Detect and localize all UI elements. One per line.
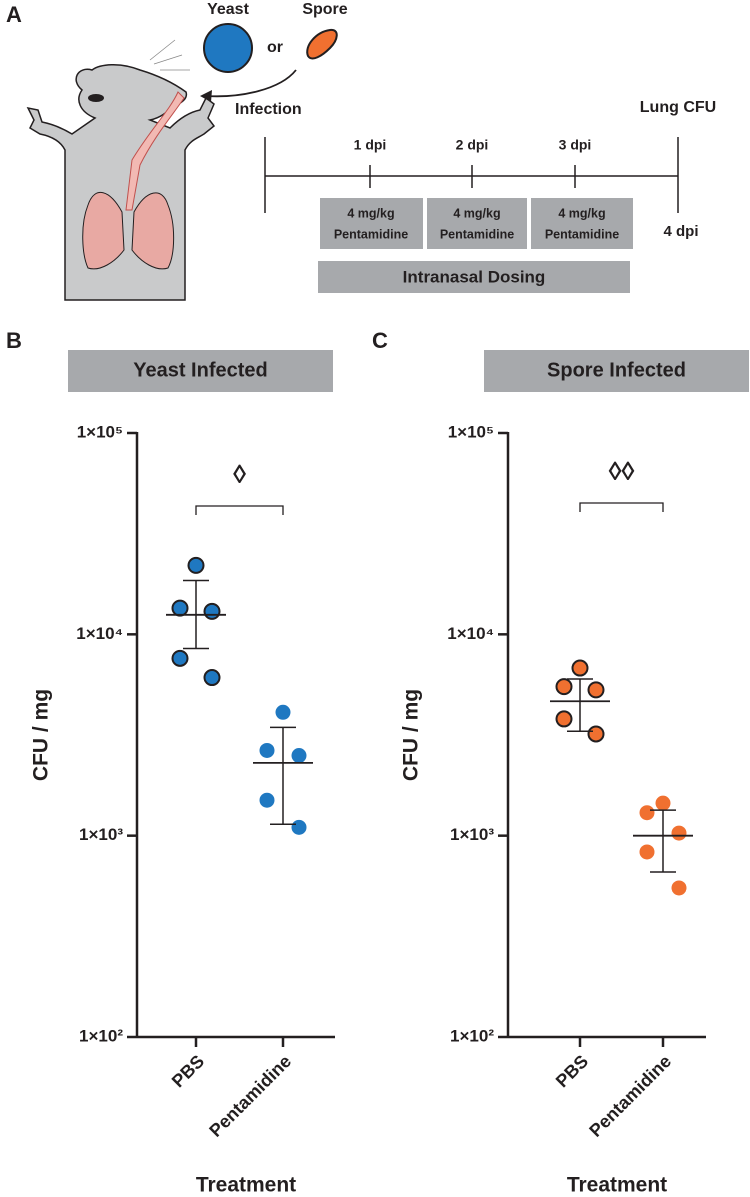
data-point xyxy=(187,556,205,574)
dose-text: 4 mg/kg xyxy=(347,206,394,220)
x-tick-label: Pentamidine xyxy=(205,1051,295,1141)
data-point xyxy=(203,669,221,687)
y-tick-label: 1×10⁵ xyxy=(448,422,494,441)
dosing-box xyxy=(318,261,630,293)
y-tick-label: 1×10² xyxy=(450,1026,494,1045)
endpoint-label: Lung CFU xyxy=(640,99,716,116)
dose-box xyxy=(427,198,527,249)
x-axis-label: Treatment xyxy=(567,1174,667,1197)
data-point xyxy=(291,748,307,764)
y-tick-label: 1×10³ xyxy=(79,825,123,844)
data-point xyxy=(171,649,189,667)
data-point xyxy=(171,599,189,617)
infection-arrow xyxy=(205,69,297,98)
lung-left xyxy=(82,192,125,270)
day-label: 3 dpi xyxy=(559,137,592,153)
data-point xyxy=(555,710,573,728)
yeast-label: Yeast xyxy=(207,1,249,18)
or-label: or xyxy=(267,39,283,56)
dosing-label: Intranasal Dosing xyxy=(403,267,546,286)
panel-letter: B xyxy=(6,328,22,353)
chart-title: Yeast Infected xyxy=(133,359,268,381)
trachea xyxy=(125,91,185,211)
day-label: 1 dpi xyxy=(354,137,387,153)
y-tick-label: 1×10⁵ xyxy=(77,422,123,441)
data-point xyxy=(639,844,655,860)
day-label: 2 dpi xyxy=(456,137,489,153)
day-label: 4 dpi xyxy=(663,223,698,240)
mouse-eye xyxy=(88,94,104,102)
x-tick-label: Pentamidine xyxy=(585,1051,675,1141)
data-point xyxy=(275,704,291,720)
yeast-icon xyxy=(203,23,253,73)
data-point xyxy=(671,825,687,841)
data-point xyxy=(259,742,275,758)
chart-title: Spore Infected xyxy=(547,359,686,381)
dose-box xyxy=(320,198,423,249)
y-axis-label: CFU / mg xyxy=(400,689,423,781)
title-box xyxy=(68,350,333,392)
y-axis-label: CFU / mg xyxy=(30,689,53,781)
dose-text: Pentamidine xyxy=(334,227,408,241)
significance-label: ◊ xyxy=(233,459,246,489)
y-tick-label: 1×10⁴ xyxy=(76,624,123,643)
x-tick-label: PBS xyxy=(552,1051,592,1091)
data-point xyxy=(291,819,307,835)
y-tick-label: 1×10² xyxy=(79,1026,123,1045)
mouse-body xyxy=(26,64,216,301)
data-point xyxy=(655,795,671,811)
x-tick-label: PBS xyxy=(168,1051,208,1091)
data-point xyxy=(587,725,605,743)
y-tick-label: 1×10³ xyxy=(450,825,494,844)
data-point xyxy=(639,805,655,821)
whiskers xyxy=(149,39,190,71)
panel-letter: C xyxy=(372,328,388,353)
data-point xyxy=(259,792,275,808)
significance-bracket xyxy=(195,505,284,515)
x-axis-label: Treatment xyxy=(196,1174,296,1197)
infection-label: Infection xyxy=(235,101,302,118)
significance-label: ◊◊ xyxy=(609,456,635,486)
spore-icon xyxy=(306,28,338,60)
data-point xyxy=(671,880,687,896)
data-point xyxy=(571,659,589,677)
dose-text: 4 mg/kg xyxy=(453,206,500,220)
lung-right xyxy=(131,192,175,270)
y-tick-label: 1×10⁴ xyxy=(447,624,494,643)
arrow-head xyxy=(200,90,212,102)
significance-bracket xyxy=(579,502,664,512)
spore-label: Spore xyxy=(302,1,347,18)
panel-letter: A xyxy=(6,2,22,27)
data-point xyxy=(555,678,573,696)
panel-a: A Yeast or Spore Infection 1 dpi 2 dpi 3… xyxy=(6,1,716,301)
title-box xyxy=(484,350,749,392)
dose-text: Pentamidine xyxy=(545,227,619,241)
dose-text: 4 mg/kg xyxy=(558,206,605,220)
data-point xyxy=(203,602,221,620)
data-point xyxy=(587,681,605,699)
dose-box xyxy=(531,198,633,249)
dose-text: Pentamidine xyxy=(440,227,514,241)
